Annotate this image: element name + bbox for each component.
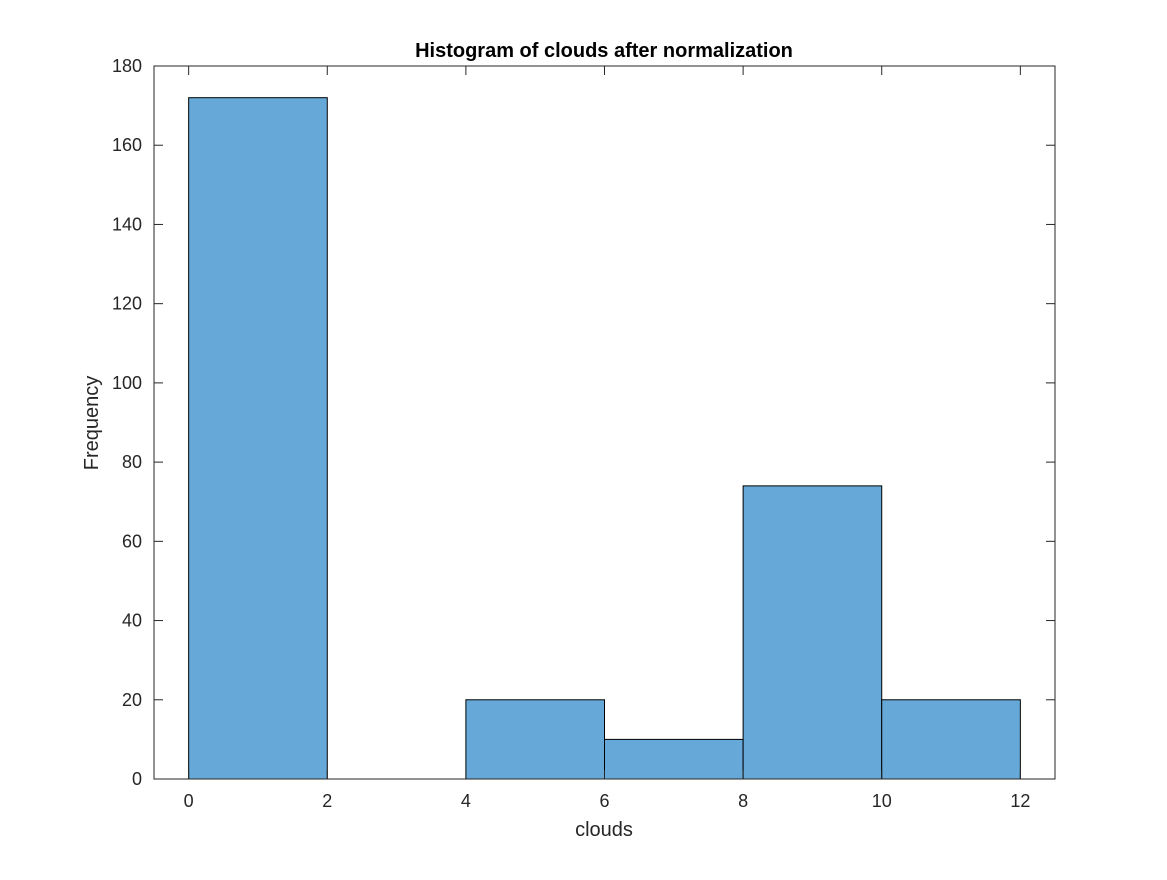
y-tick-label: 160 — [112, 135, 142, 155]
histogram-bar — [188, 97, 328, 780]
x-tick-label: 12 — [1010, 791, 1030, 811]
x-tick-label: 6 — [599, 791, 609, 811]
axes-box — [153, 65, 1056, 780]
x-tick-label: 2 — [322, 791, 332, 811]
y-tick-label: 100 — [112, 373, 142, 393]
histogram-bar — [604, 738, 744, 780]
y-tick-label: 20 — [122, 690, 142, 710]
ticks-layer — [154, 65, 1055, 780]
x-axis-label: clouds — [575, 819, 633, 841]
y-axis-label: Frequency — [81, 376, 103, 471]
y-tick-label: 60 — [122, 531, 142, 551]
bars-layer — [188, 97, 1021, 780]
x-tick-label: 4 — [461, 791, 471, 811]
histogram-bar — [742, 485, 883, 780]
y-tick-label: 40 — [122, 611, 142, 631]
histogram-bar — [465, 699, 605, 780]
x-tick-label: 10 — [872, 791, 892, 811]
histogram-bar — [881, 699, 1021, 780]
y-tick-label: 180 — [112, 56, 142, 76]
x-tick-label: 0 — [184, 791, 194, 811]
y-tick-label: 0 — [132, 769, 142, 789]
chart-title: Histogram of clouds after normalization — [415, 40, 793, 62]
y-tick-label: 120 — [112, 294, 142, 314]
x-tick-label: 8 — [738, 791, 748, 811]
y-tick-label: 140 — [112, 214, 142, 234]
y-tick-label: 80 — [122, 452, 142, 472]
